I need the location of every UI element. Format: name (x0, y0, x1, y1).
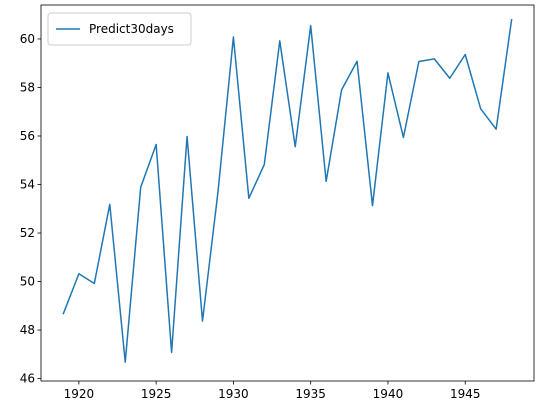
x-tick-label-1935: 1935 (295, 387, 326, 401)
y-tick-label-50: 50 (20, 275, 35, 289)
y-tick-label-54: 54 (20, 178, 35, 192)
axes: 1920 1925 1930 1935 1940 1945 46 48 50 52 54 56 58 60 (20, 4, 535, 401)
y-tick-label-52: 52 (20, 226, 35, 240)
x-tick-label-1925: 1925 (141, 387, 172, 401)
y-tick-label-56: 56 (20, 129, 35, 143)
axes-frame (40, 4, 535, 382)
legend-box (47, 12, 192, 46)
x-tick-label-1930: 1930 (218, 387, 249, 401)
y-tick-label-60: 60 (20, 32, 35, 46)
legend: Predict30days (47, 12, 192, 46)
x-tick-label-1940: 1940 (373, 387, 404, 401)
series-line-0 (62, 18, 513, 363)
x-tick-label-1920: 1920 (64, 387, 95, 401)
y-tick-label-48: 48 (20, 323, 35, 337)
legend-label-0: Predict30days (89, 22, 174, 36)
y-tick-label-46: 46 (20, 372, 35, 386)
x-tick-label-1945: 1945 (450, 387, 481, 401)
plot-area (41, 5, 534, 381)
y-tick-label-58: 58 (20, 80, 35, 94)
chart-marks (62, 18, 513, 363)
